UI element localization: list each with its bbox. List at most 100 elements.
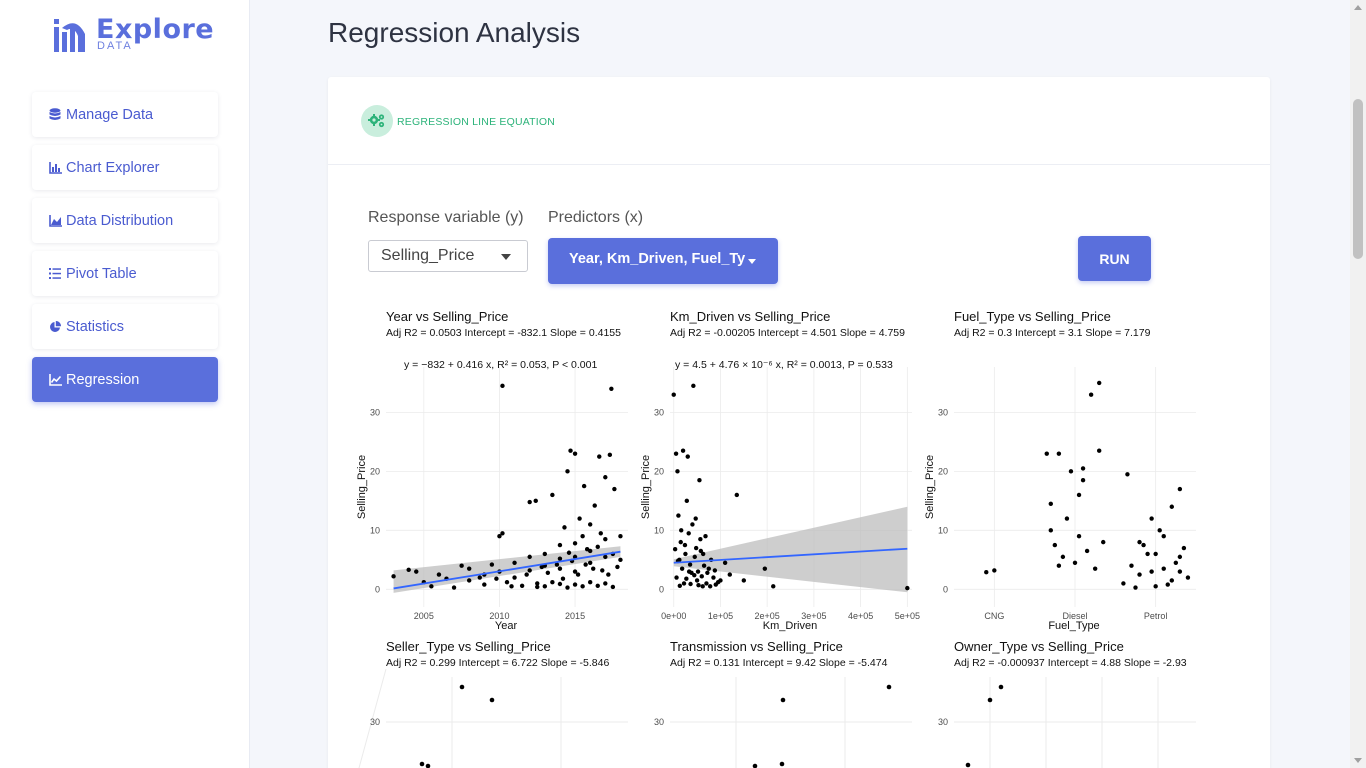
response-variable-label: Response variable (y) [368, 209, 524, 226]
run-button[interactable]: RUN [1078, 236, 1151, 281]
data-point [459, 684, 465, 690]
data-point [715, 580, 721, 585]
data-point [615, 564, 620, 570]
sidebar-item-regression[interactable]: Regression [32, 357, 218, 402]
y-tick-label: 30 [938, 407, 948, 417]
gears-icon [361, 105, 393, 137]
data-point [542, 584, 548, 589]
data-point [1092, 566, 1098, 571]
data-point [577, 516, 582, 521]
data-point [987, 697, 993, 703]
chevron-down-icon [748, 259, 756, 264]
data-point [703, 534, 708, 539]
data-point [1101, 539, 1106, 545]
y-axis-label: Selling_Price [356, 455, 368, 519]
plot-transmission: Transmission vs Selling_Price Adj R2 = 0… [640, 639, 920, 768]
data-point [685, 454, 690, 459]
data-point [694, 578, 700, 583]
x-tick-label: 2015 [565, 611, 585, 621]
response-variable-select[interactable]: Selling_Price [368, 240, 528, 272]
data-point [557, 566, 563, 571]
data-point [1060, 554, 1066, 560]
data-point [707, 584, 713, 589]
predictors-label: Predictors (x) [548, 209, 644, 226]
data-point [592, 503, 597, 508]
regression-equation: y = −832 + 0.416 x, R² = 0.053, P < 0.00… [404, 359, 597, 371]
x-tick-label: 5e+05 [895, 611, 920, 621]
y-tick-label: 30 [370, 717, 380, 727]
sidebar-item-chart-explorer[interactable]: Chart Explorer [32, 145, 218, 190]
data-point [607, 452, 613, 458]
data-point [429, 584, 434, 589]
data-point [672, 547, 678, 552]
data-point [568, 448, 573, 453]
scroll-down-icon[interactable] [1354, 758, 1362, 763]
scroll-up-icon[interactable] [1354, 5, 1362, 10]
data-point [701, 563, 707, 568]
data-point [762, 566, 768, 571]
data-point [591, 566, 596, 571]
data-point [1153, 584, 1158, 589]
data-point [704, 581, 709, 586]
page-scrollbar[interactable] [1350, 0, 1366, 768]
y-tick-label: 10 [654, 525, 664, 535]
data-point [609, 386, 614, 391]
data-point [612, 486, 617, 492]
data-point [695, 569, 701, 574]
plot-stats: Adj R2 = 0.131 Intercept = 9.42 Slope = … [670, 657, 888, 669]
data-point [539, 564, 544, 570]
confidence-band [673, 506, 908, 593]
sidebar-item-label: Statistics [66, 318, 125, 335]
data-point [603, 554, 608, 560]
brand-subtitle: DATA [97, 40, 133, 52]
data-point [683, 551, 688, 557]
data-point [587, 580, 593, 585]
data-point [414, 569, 419, 574]
chart-transmission: 30 [654, 677, 912, 768]
data-point [542, 551, 548, 557]
sidebar-item-pivot-table[interactable]: Pivot Table [32, 251, 218, 296]
x-tick-label: 2e+05 [755, 611, 780, 621]
data-point [497, 534, 502, 539]
brand-logo[interactable]: Explore DATA [52, 14, 214, 58]
plot-stats: Adj R2 = 0.0503 Intercept = -832.1 Slope… [386, 327, 621, 339]
scrollbar-thumb[interactable] [1353, 99, 1363, 259]
data-point [711, 575, 716, 580]
data-point [1177, 554, 1183, 560]
data-point [684, 576, 689, 581]
data-point [587, 522, 593, 527]
y-tick-label: 0 [659, 584, 664, 594]
sidebar-item-statistics[interactable]: Statistics [32, 304, 218, 349]
data-point [1177, 569, 1183, 574]
data-point [509, 584, 514, 589]
data-point [1044, 451, 1049, 456]
data-point [459, 563, 464, 568]
data-point [700, 551, 706, 557]
y-tick-label: 10 [938, 525, 948, 535]
data-point [741, 578, 747, 583]
y-tick-label: 30 [654, 717, 664, 727]
data-point [603, 475, 608, 480]
predictors-dropdown[interactable]: Year, Km_Driven, Fuel_Ty [548, 238, 778, 284]
data-point [610, 584, 616, 590]
y-tick-label: 20 [654, 466, 664, 476]
data-point [722, 560, 728, 565]
x-tick-label: Diesel [1062, 611, 1087, 621]
data-point [419, 761, 425, 767]
data-point [676, 513, 681, 518]
sidebar-item-data-distribution[interactable]: Data Distribution [32, 198, 218, 243]
data-point [1165, 582, 1170, 587]
data-point [1097, 380, 1102, 386]
plot-title: Transmission vs Selling_Price [670, 639, 843, 654]
data-point [618, 534, 623, 539]
data-point [688, 581, 693, 587]
plot-seller-type: Seller_Type vs Selling_Price Adj R2 = 0.… [356, 639, 636, 768]
sidebar-item-manage-data[interactable]: Manage Data [32, 92, 218, 137]
data-point [1141, 542, 1146, 548]
plot-title: Km_Driven vs Selling_Price [670, 309, 831, 324]
data-point [1080, 466, 1086, 471]
data-point [1121, 581, 1126, 586]
data-point [572, 541, 578, 546]
data-point [675, 469, 680, 474]
data-point [425, 763, 431, 768]
